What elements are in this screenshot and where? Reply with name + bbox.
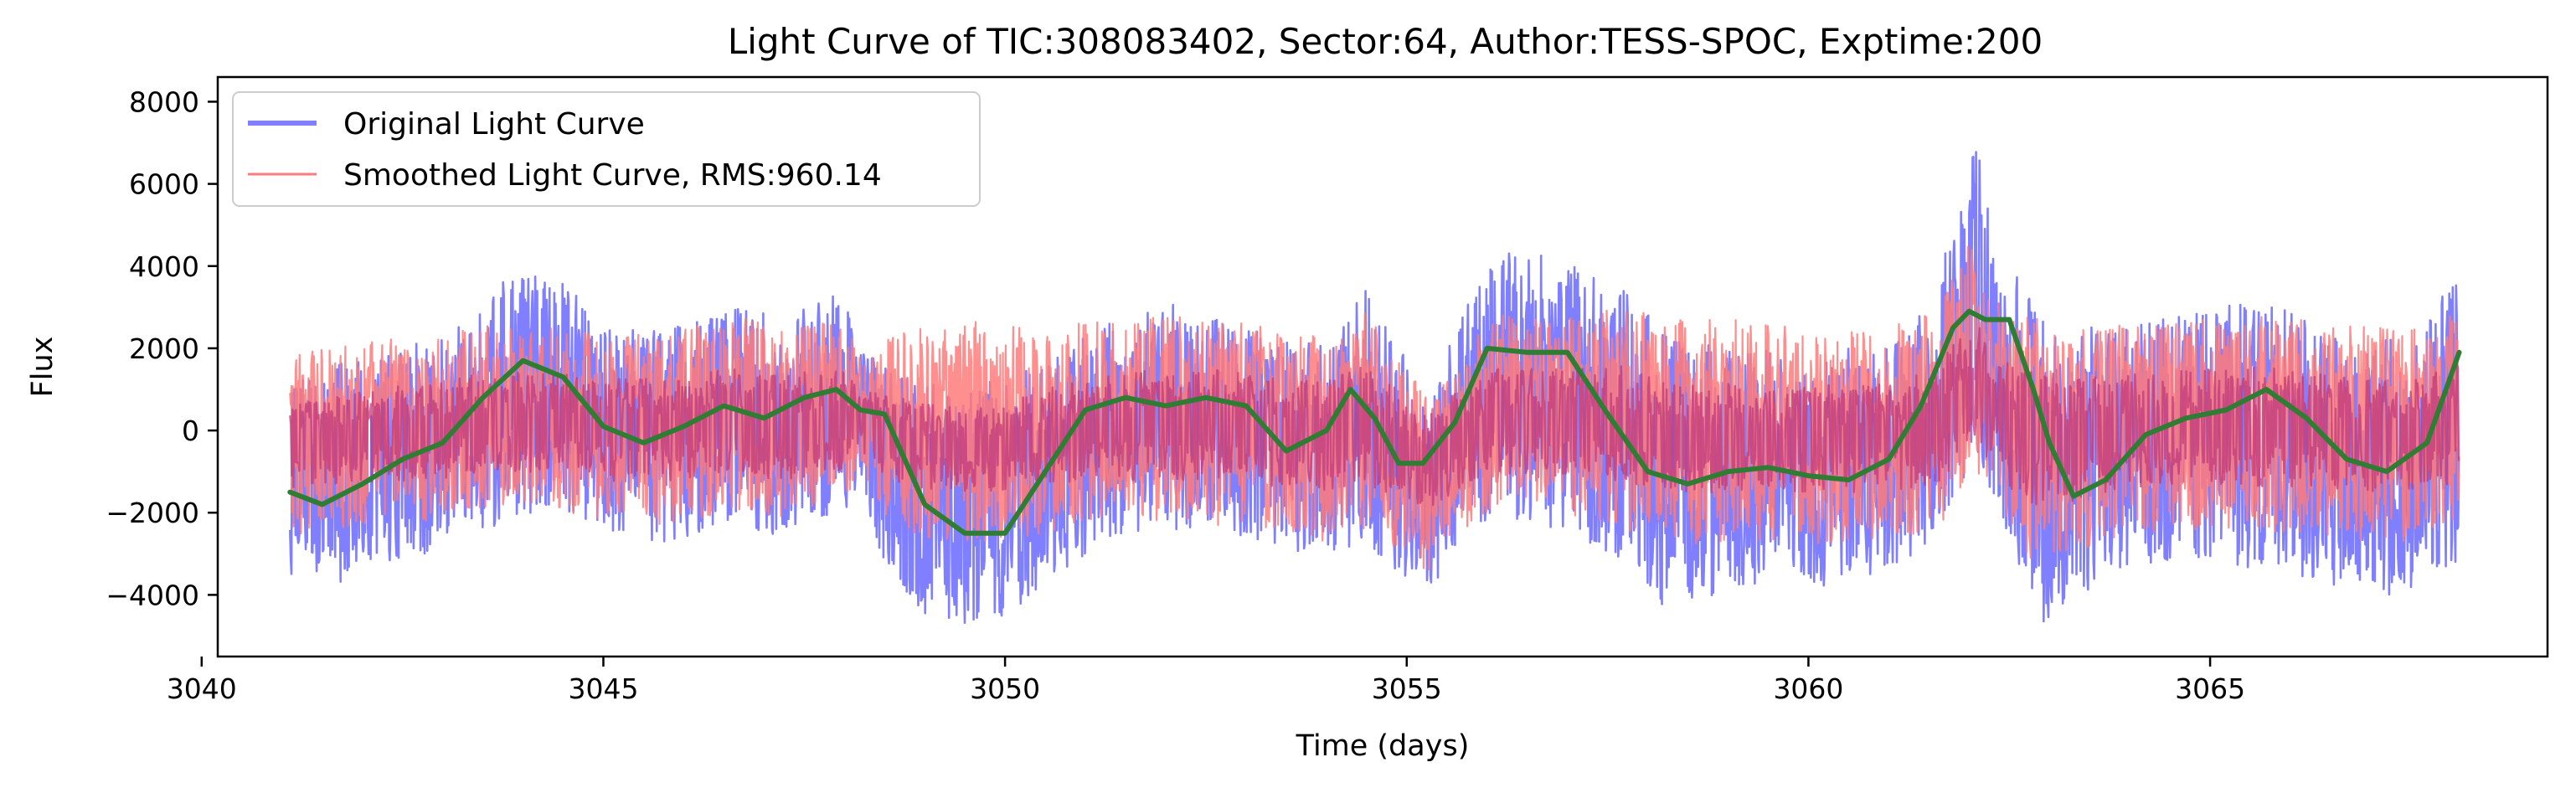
y-tick-label: 0	[182, 415, 199, 447]
y-axis: −4000 −2000 0 2000 4000 6000 8000	[106, 85, 218, 611]
y-tick-label: 4000	[129, 250, 199, 283]
x-tick-label: 3050	[970, 672, 1040, 705]
y-tick-label: 2000	[129, 332, 199, 365]
x-tick-label: 3065	[2175, 672, 2245, 705]
x-tick-label: 3040	[167, 672, 237, 705]
trend-line	[287, 308, 2462, 536]
plot-area	[287, 151, 2462, 624]
x-tick-label: 3060	[1773, 672, 1843, 705]
legend-label-original: Original Light Curve	[343, 107, 645, 142]
y-tick-label: 6000	[129, 168, 199, 201]
legend: Original Light Curve Smoothed Light Curv…	[232, 91, 981, 207]
y-tick-label: 8000	[129, 85, 199, 118]
x-axis: 3040 3045 3050 3055 3060 3065	[167, 657, 2245, 705]
x-axis-label: Time (days)	[1296, 729, 1470, 763]
y-tick-label: −4000	[106, 579, 199, 611]
x-tick-label: 3055	[1372, 672, 1442, 705]
chart-title: Light Curve of TIC:308083402, Sector:64,…	[728, 21, 2043, 62]
x-tick-label: 3045	[568, 672, 638, 705]
y-axis-label: Flux	[26, 337, 59, 398]
plot-frame	[216, 75, 2549, 658]
y-tick-label: −2000	[106, 497, 199, 529]
legend-frame	[232, 91, 981, 207]
overlap-light-curve-line	[289, 327, 2460, 507]
legend-label-smoothed: Smoothed Light Curve, RMS:960.14	[343, 158, 882, 193]
